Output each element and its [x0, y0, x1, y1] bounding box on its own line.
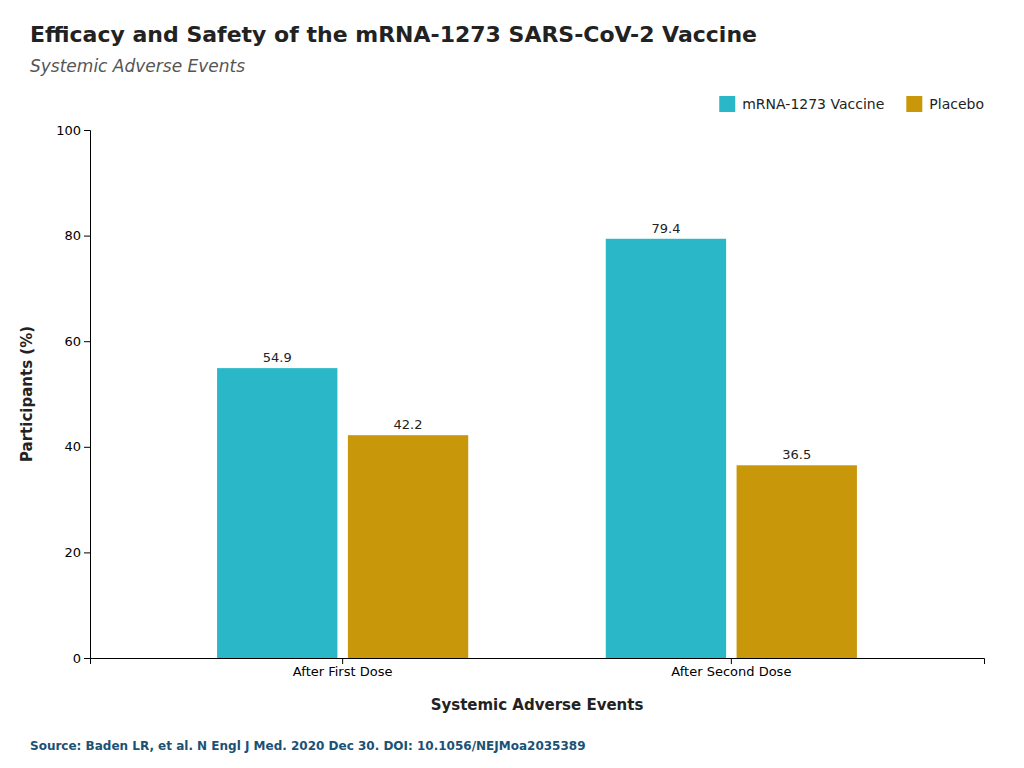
plot: 0 20 40 60 80 100 After First Dose After Second… — [18, 123, 985, 714]
data-label: 54.9 — [263, 350, 292, 365]
x-axis-title: Systemic Adverse Events — [431, 696, 644, 714]
y-tick: 0 — [73, 651, 90, 666]
y-tick: 100 — [56, 123, 90, 138]
y-tick-mark — [84, 552, 90, 553]
series — [348, 435, 857, 658]
legend-swatch — [719, 96, 735, 112]
x-tick-label: After First Dose — [293, 664, 393, 679]
legend-swatch — [906, 96, 922, 112]
data-label: 36.5 — [782, 447, 811, 462]
title: Efficacy and Safety of the mRNA-1273 SAR… — [30, 22, 757, 47]
y-tick-label: 0 — [73, 651, 81, 666]
legend-item: Placebo — [906, 96, 984, 112]
y-tick: 40 — [64, 439, 90, 454]
bars — [217, 239, 857, 658]
y-tick: 20 — [64, 545, 90, 560]
y-tick-label: 40 — [64, 439, 81, 454]
x-tick: After Second Dose — [671, 658, 791, 679]
bar — [737, 465, 857, 658]
y-axis-title: Participants (%) — [18, 326, 36, 462]
x-axis: After First Dose After Second Dose — [91, 658, 985, 679]
bar — [217, 368, 337, 658]
bar — [348, 435, 468, 658]
series — [217, 239, 726, 658]
y-tick-mark — [84, 658, 90, 659]
legend-label: Placebo — [929, 96, 984, 112]
y-tick-label: 100 — [56, 123, 81, 138]
x-tick: After First Dose — [293, 658, 393, 679]
y-tick: 60 — [64, 334, 90, 349]
data-labels: 54.9 79.4 42.2 36.5 — [263, 221, 811, 463]
source: Source: Baden LR, et al. N Engl J Med. 2… — [30, 739, 586, 753]
y-axis-line — [84, 131, 91, 659]
data-label: 42.2 — [394, 417, 423, 432]
chart: Efficacy and Safety of the mRNA-1273 SAR… — [0, 0, 1024, 768]
legend-item: mRNA-1273 Vaccine — [719, 96, 884, 112]
subtitle: Systemic Adverse Events — [30, 56, 245, 76]
x-axis-line — [91, 659, 985, 665]
y-tick-mark — [84, 130, 90, 131]
y-tick-mark — [84, 236, 90, 237]
x-tick-mark — [342, 658, 343, 664]
x-tick-mark — [731, 658, 732, 664]
bar — [606, 239, 726, 658]
y-tick-label: 80 — [64, 228, 81, 243]
y-tick-mark — [84, 447, 90, 448]
y-tick-label: 60 — [64, 334, 81, 349]
y-tick-label: 20 — [64, 545, 81, 560]
y-axis: 0 20 40 60 80 100 — [56, 123, 90, 666]
data-label: 79.4 — [651, 221, 680, 236]
y-tick: 80 — [64, 228, 90, 243]
legend: mRNA-1273 Vaccine Placebo — [719, 96, 984, 112]
x-tick-label: After Second Dose — [671, 664, 791, 679]
y-tick-mark — [84, 341, 90, 342]
legend-label: mRNA-1273 Vaccine — [742, 96, 884, 112]
